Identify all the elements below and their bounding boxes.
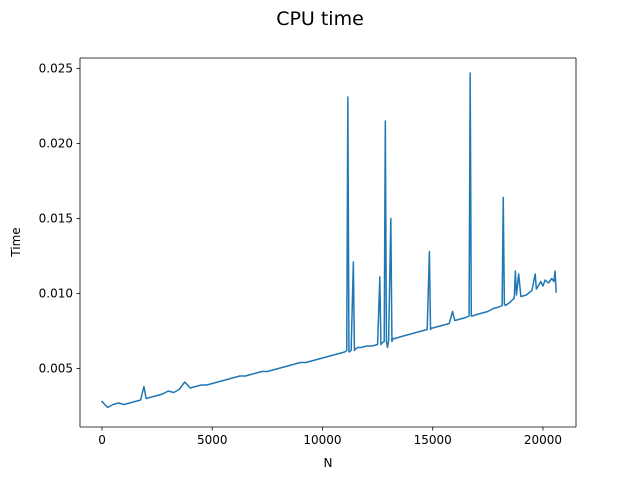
plot-background: [80, 58, 576, 427]
y-tick-label: 0.015: [39, 212, 73, 226]
y-axis: 0.005 0.010 0.015 0.020 0.025: [39, 62, 80, 376]
y-tick-label: 0.020: [39, 137, 73, 151]
x-tick-label: 5000: [197, 433, 228, 447]
x-tick-label: 10000: [303, 433, 341, 447]
x-tick-label: 20000: [524, 433, 562, 447]
x-axis-label: N: [324, 456, 333, 470]
chart-title: CPU time: [276, 8, 364, 30]
y-tick-label: 0.025: [39, 62, 73, 76]
y-tick-label: 0.005: [39, 362, 73, 376]
axes-frame: [79, 57, 577, 428]
plot-area: [80, 58, 576, 427]
x-axis: 0 5000 10000 15000 20000: [98, 427, 562, 447]
y-tick-label: 0.010: [39, 287, 73, 301]
series-line: [100, 72, 557, 409]
y-axis-label: Time: [9, 227, 23, 257]
x-tick-label: 0: [98, 433, 106, 447]
x-tick-label: 15000: [414, 433, 452, 447]
